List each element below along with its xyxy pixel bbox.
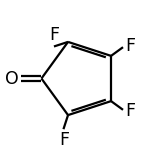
Text: F: F [125,102,135,120]
Text: O: O [5,70,19,87]
Text: F: F [125,37,135,55]
Text: F: F [49,26,59,44]
Text: F: F [59,131,69,149]
